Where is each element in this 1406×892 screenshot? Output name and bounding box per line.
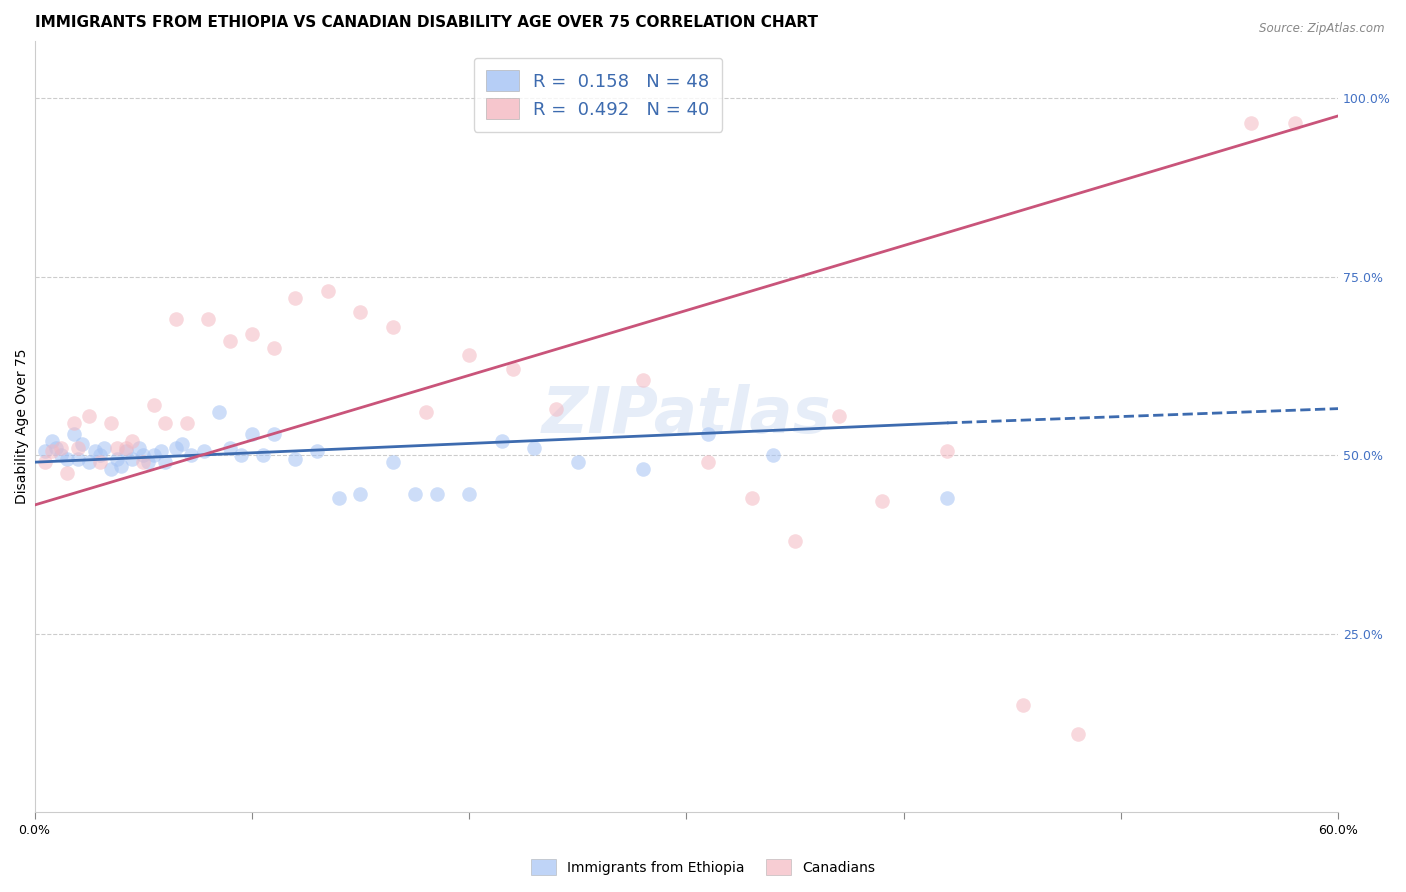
Point [208,405,231,419]
Point [502,362,524,376]
Point [153,416,176,430]
Point [1066,726,1088,740]
Point [34,455,56,469]
Point [523,441,546,455]
Point [128,441,150,455]
Point [56,451,79,466]
Point [240,426,263,441]
Point [349,305,371,319]
Point [56,466,79,480]
Point [305,444,328,458]
Point [762,448,785,462]
Point [114,441,136,455]
Point [105,441,128,455]
Point [105,451,128,466]
Point [415,405,437,419]
Point [165,441,187,455]
Legend: R =  0.158   N = 48, R =  0.492   N = 40: R = 0.158 N = 48, R = 0.492 N = 40 [474,58,723,132]
Point [149,444,172,458]
Point [284,291,307,305]
Point [49,441,72,455]
Point [870,494,893,508]
Point [284,451,307,466]
Point [263,341,285,355]
Point [1284,116,1306,130]
Point [62,426,84,441]
Point [143,448,166,462]
Point [77,409,100,423]
Point [165,312,187,326]
Point [382,319,405,334]
Point [1240,116,1263,130]
Point [382,455,405,469]
Point [1012,698,1035,712]
Point [193,444,215,458]
Point [100,462,122,476]
Point [491,434,513,448]
Point [263,426,285,441]
Point [631,462,654,476]
Point [404,487,426,501]
Point [89,448,111,462]
Point [458,348,481,362]
Point [114,444,136,458]
Point [328,491,350,505]
Point [84,444,107,458]
Point [180,448,202,462]
Text: IMMIGRANTS FROM ETHIOPIA VS CANADIAN DISABILITY AGE OVER 75 CORRELATION CHART: IMMIGRANTS FROM ETHIOPIA VS CANADIAN DIS… [35,15,817,30]
Point [153,455,176,469]
Point [197,312,219,326]
Point [62,416,84,430]
Point [41,444,63,458]
Point [77,455,100,469]
Point [240,326,263,341]
Point [49,448,72,462]
Legend: Immigrants from Ethiopia, Canadians: Immigrants from Ethiopia, Canadians [526,854,880,880]
Point [100,416,122,430]
Point [132,448,155,462]
Point [458,487,481,501]
Point [697,455,720,469]
Point [567,455,589,469]
Point [544,401,567,416]
Point [172,437,194,451]
Point [93,441,115,455]
Text: Source: ZipAtlas.com: Source: ZipAtlas.com [1260,22,1385,36]
Point [219,441,242,455]
Point [143,398,166,412]
Point [229,448,252,462]
Point [72,437,94,451]
Point [89,455,111,469]
Point [66,451,89,466]
Point [41,434,63,448]
Point [34,444,56,458]
Point [425,487,447,501]
Point [349,487,371,501]
Point [132,455,155,469]
Text: ZIPatlas: ZIPatlas [541,384,831,446]
Point [783,533,806,548]
Point [936,444,959,458]
Y-axis label: Disability Age Over 75: Disability Age Over 75 [15,349,30,504]
Point [121,434,143,448]
Point [45,441,67,455]
Point [121,451,143,466]
Point [741,491,763,505]
Point [827,409,849,423]
Point [316,284,339,298]
Point [176,416,198,430]
Point [136,455,159,469]
Point [631,373,654,387]
Point [66,441,89,455]
Point [936,491,959,505]
Point [252,448,274,462]
Point [697,426,720,441]
Point [110,458,132,473]
Point [219,334,242,348]
